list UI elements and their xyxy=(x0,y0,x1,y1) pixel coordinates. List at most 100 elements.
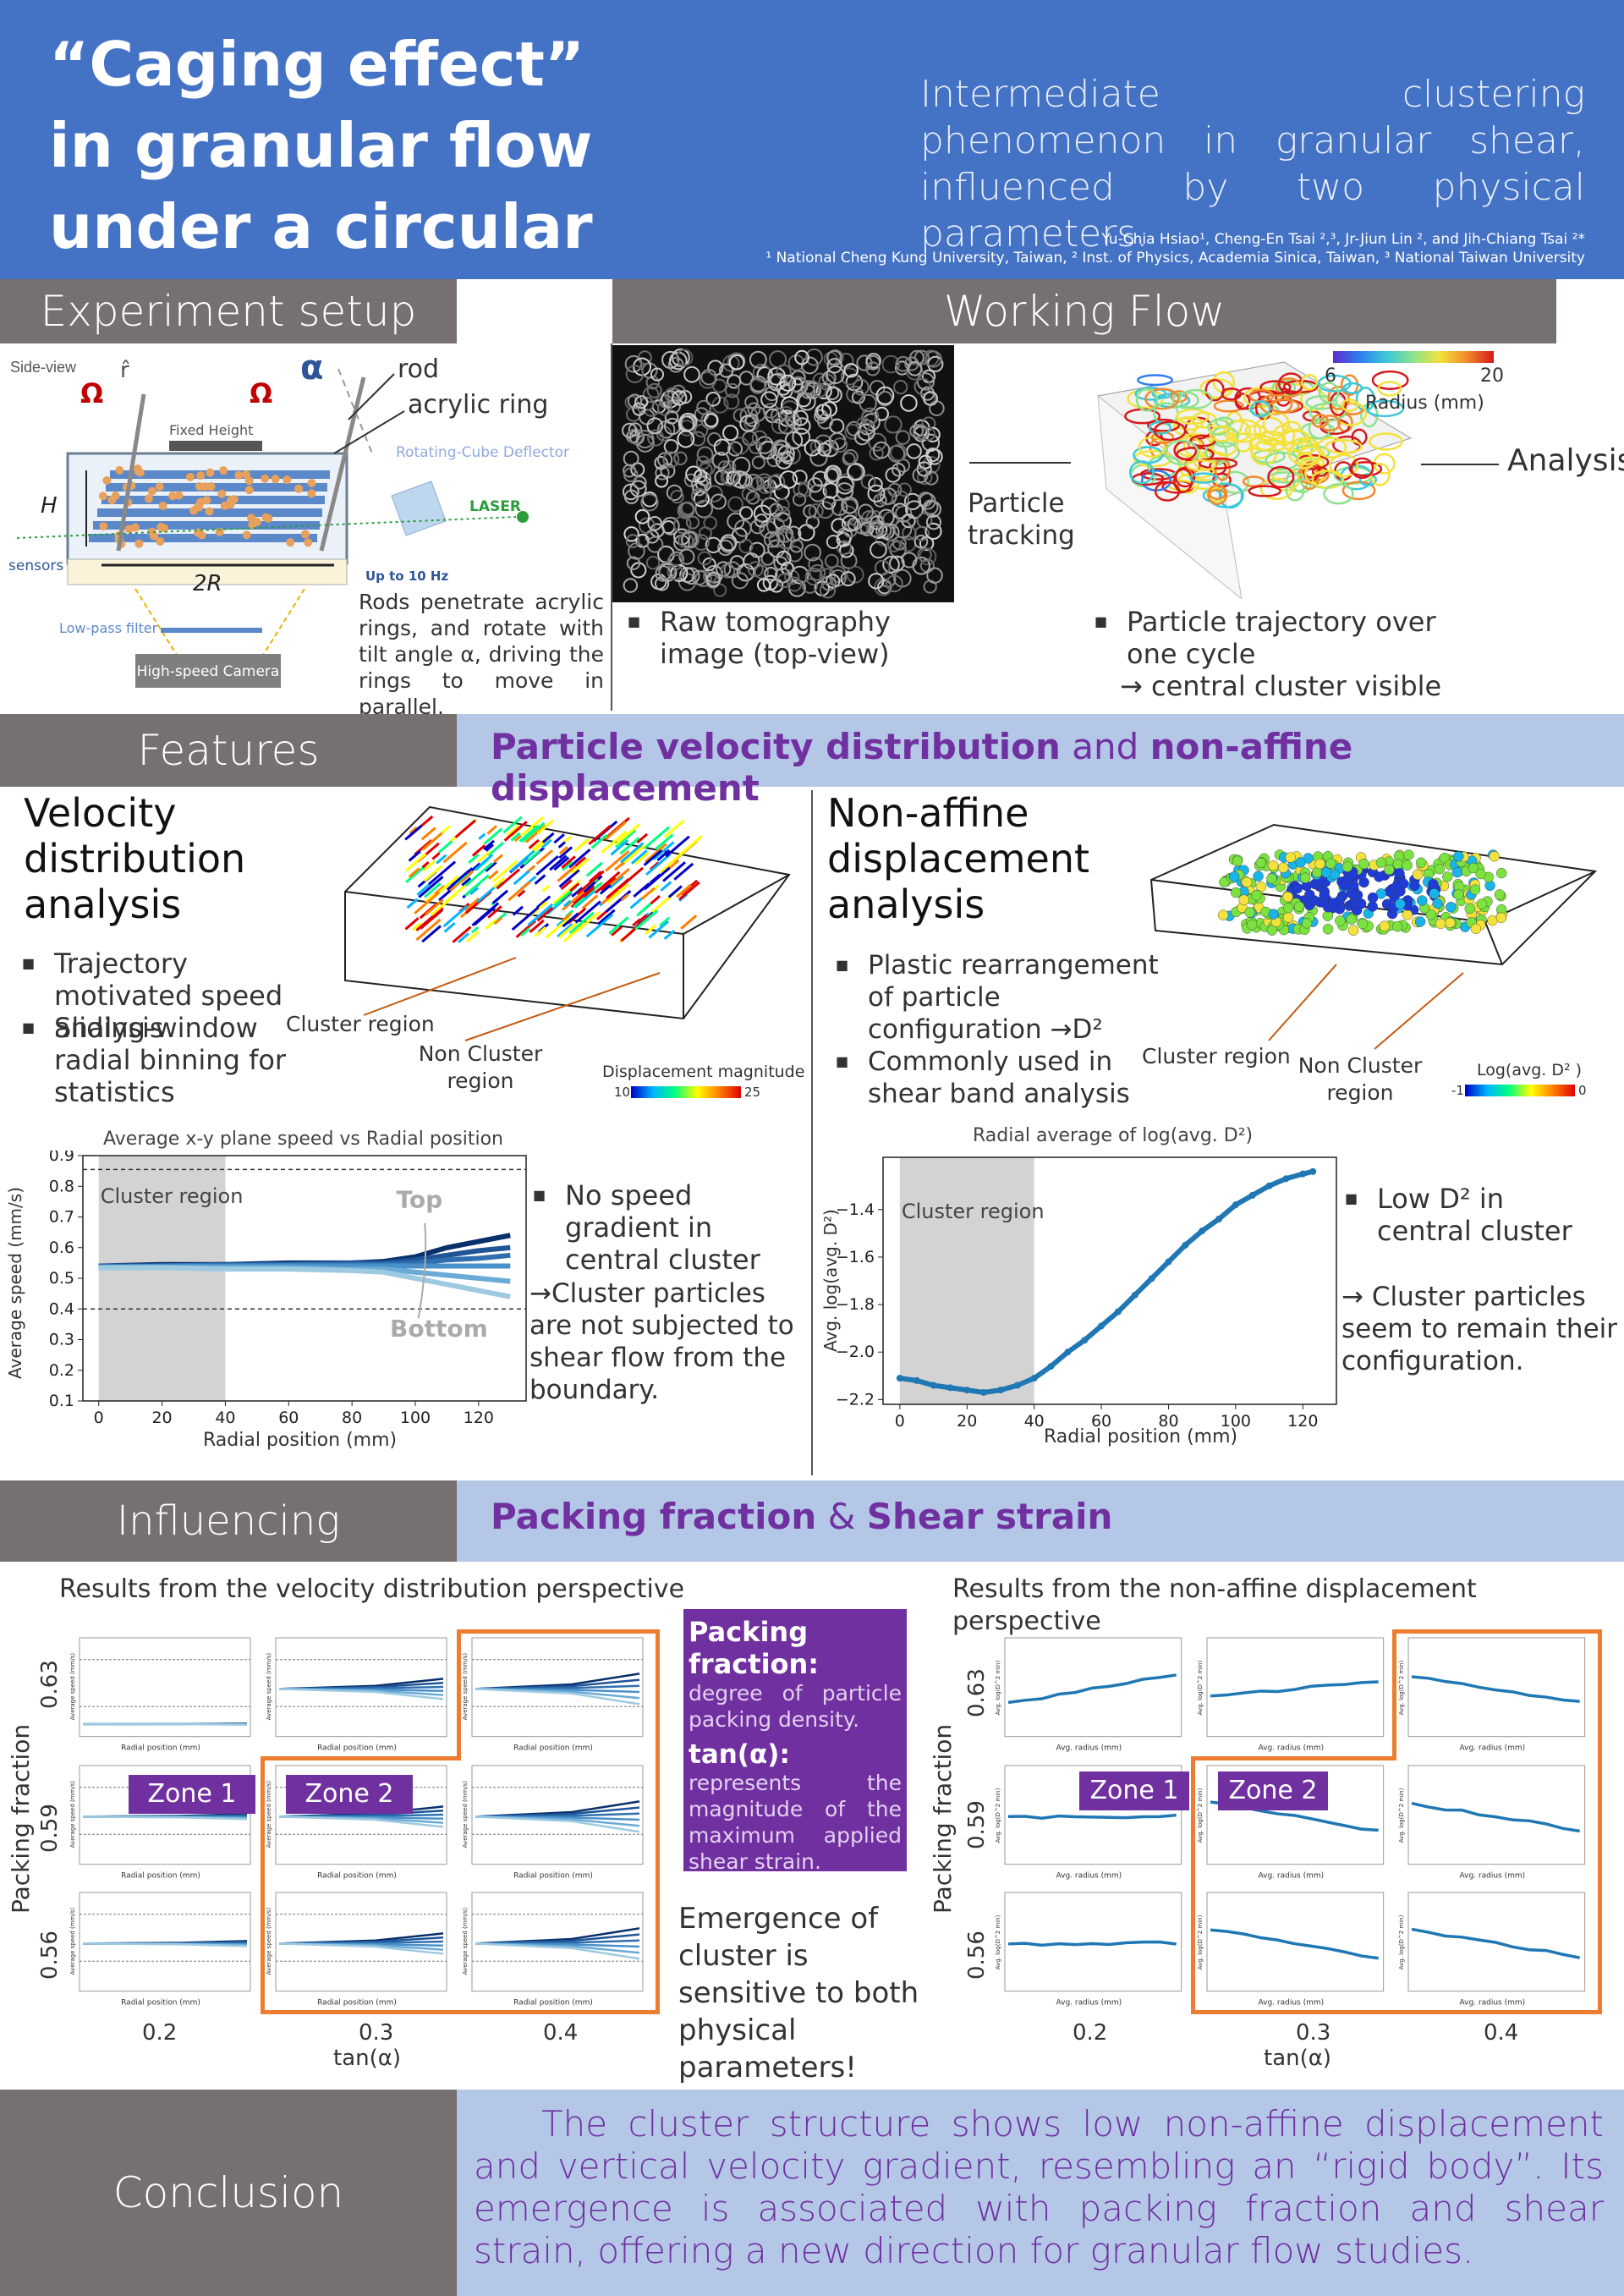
mini-xlabel: Avg. radius (mm) xyxy=(1258,1999,1324,2008)
x-tick-label: 0 xyxy=(895,1412,905,1431)
trajectory-caption: Particle trajectory over one cycle xyxy=(1095,606,1465,670)
mini-ylabel: Avg. log(D^2 min) xyxy=(995,1788,1001,1843)
d2-point xyxy=(1114,1308,1122,1316)
d2-axes xyxy=(882,1156,1337,1405)
mini-series xyxy=(1007,1673,1177,1705)
left-zone-divider xyxy=(261,1756,461,1760)
raw-caption: Raw tomography image (top-view) xyxy=(628,606,947,670)
d2-point xyxy=(1282,1175,1290,1183)
d2-point xyxy=(1299,1170,1307,1178)
divider xyxy=(611,343,612,711)
mini-xlabel: Avg. radius (mm) xyxy=(1460,1744,1526,1753)
d2-point xyxy=(1013,1381,1021,1389)
rod-left xyxy=(116,393,146,552)
title-line-1: “Caging effect” xyxy=(49,29,585,100)
right-xlabel: tan(α) xyxy=(1264,2046,1332,2071)
mini-plot: Radial position (mm) Average speed (mm/s) xyxy=(69,1637,251,1753)
left-zone2-border xyxy=(261,1756,660,2014)
mini-panel-r2-c0: Radial position (mm) Average speed (mm/s) xyxy=(68,1891,254,2008)
mini-series xyxy=(1412,1928,1581,1960)
y-tick-label: 0.3 xyxy=(49,1331,74,1349)
mini-axes xyxy=(1206,1637,1384,1738)
mini-series xyxy=(1411,1801,1581,1832)
x-tick-label: 100 xyxy=(1221,1412,1251,1431)
right-zone-2: Zone 2 xyxy=(1218,1771,1328,1810)
particles xyxy=(98,464,316,549)
conclusion-text: The cluster structure shows low non-affi… xyxy=(474,2103,1604,2271)
d2-point xyxy=(1182,1241,1189,1249)
mini-xlabel: Radial position (mm) xyxy=(513,1744,593,1753)
mini-xlabel: Avg. radius (mm) xyxy=(1460,1999,1526,2008)
y-tick-label: 0.9 xyxy=(49,1151,74,1165)
colorbar-min: 6 xyxy=(1325,365,1336,387)
x-tick-label: 60 xyxy=(1091,1412,1111,1431)
velocity-pointers xyxy=(363,957,661,1041)
right-results-title: Results from the non-affine displacement… xyxy=(952,1574,1477,1636)
r-hat-label: r̂ xyxy=(120,358,129,383)
d2-chart: Cluster region 0 20 40 60 80 100 120 −2.2 −2.0 −1.… xyxy=(836,1156,1337,1431)
velocity-non-cluster-label: Non Cluster region xyxy=(418,1041,543,1093)
mini-ylabel: Avg. log(D^2 min) xyxy=(1197,1788,1204,1843)
mini-panel-r2-c1: Avg. radius (mm) Avg. log(D^2 min) xyxy=(1195,1891,1387,2008)
mini-axes xyxy=(79,1637,251,1738)
mini-ylabel: Avg. log(D^2 min) xyxy=(1398,1788,1405,1843)
section-experiment-setup: Experiment setup xyxy=(0,279,457,343)
nonaffine-bullet-2: Commonly used in shear band analysis xyxy=(836,1046,1138,1110)
d2-chart-title: Radial average of log(avg. D²) xyxy=(973,1125,1254,1146)
velocity-heading: Velocity distribution analysis xyxy=(24,790,246,927)
d2-point xyxy=(930,1381,937,1389)
radius-colorbar xyxy=(1333,351,1494,363)
speed-chart-xlabel: Radial position (mm) xyxy=(203,1430,398,1451)
pf-title: Packing fraction: xyxy=(689,1616,820,1680)
d2-point xyxy=(1309,1167,1317,1175)
mini-series xyxy=(82,1815,248,1821)
base-plate xyxy=(67,558,348,585)
mini-xlabel: Avg. radius (mm) xyxy=(1258,1744,1324,1753)
right-col-04: 0.4 xyxy=(1484,2020,1519,2046)
left-col-04: 0.4 xyxy=(543,2020,579,2046)
left-zone-2: Zone 2 xyxy=(286,1775,413,1814)
y-tick-label: −1.4 xyxy=(836,1200,875,1219)
nonaffine-pointers xyxy=(1268,964,1464,1050)
speed-chart-title: Average x-y plane speed vs Radial positi… xyxy=(103,1129,503,1150)
left-row-063: 0.63 xyxy=(37,1660,63,1709)
displacement-cbar-label: Displacement magnitude xyxy=(602,1063,805,1081)
mini-xlabel: Radial position (mm) xyxy=(513,1871,593,1880)
right-zone-1: Zone 1 xyxy=(1079,1771,1189,1810)
left-zone-1: Zone 1 xyxy=(129,1775,255,1814)
y-tick-label: −2.2 xyxy=(836,1390,875,1409)
d2-chart-ylabel: Avg. log(avg. D²) xyxy=(820,1209,841,1352)
conclusion-band xyxy=(457,2090,1624,2296)
setup-caption: Rods penetrate acrylic rings, and rotate… xyxy=(359,590,604,719)
cbar-min: 10 xyxy=(614,1085,631,1100)
mini-axes xyxy=(1407,1637,1586,1738)
y-tick-label: −1.6 xyxy=(836,1248,875,1266)
mini-plot: Radial position (mm) Average speed (mm/s) xyxy=(462,1892,644,2008)
features-band xyxy=(457,714,1624,787)
mini-series xyxy=(278,1688,444,1700)
right-zone-divider xyxy=(1191,1756,1396,1760)
analysis-label: Analysis xyxy=(1507,443,1624,478)
mini-series xyxy=(1412,1675,1581,1703)
d2-point xyxy=(1081,1337,1089,1344)
d2-point xyxy=(1248,1191,1256,1199)
side-view-label: Side-view xyxy=(10,359,77,376)
title-line-2: in granular flow xyxy=(49,110,593,181)
mini-ylabel: Avg. log(D^2 min) xyxy=(1398,1660,1405,1715)
velocity-bullet-2: Sliding-window radial binning for statis… xyxy=(22,1012,291,1108)
x-tick-label: 100 xyxy=(400,1409,431,1427)
mini-plot: Avg. radius (mm) Avg. log(D^2 min) xyxy=(995,1892,1182,2008)
d2-point xyxy=(946,1384,954,1392)
mini-panel-r2-c1: Radial position (mm) Average speed (mm/s) xyxy=(264,1891,450,2008)
y-tick-label: 0.5 xyxy=(49,1269,74,1288)
left-col-03: 0.3 xyxy=(359,2020,394,2046)
velocity-3d-plot xyxy=(344,805,791,1020)
log-d2-colorbar xyxy=(1465,1085,1575,1096)
d2-point xyxy=(1148,1275,1155,1283)
low-pass-label: Low-pass filter xyxy=(59,620,158,636)
mini-panel-r1-c2: Avg. radius (mm) Avg. log(D^2 min) xyxy=(1396,1764,1588,1881)
mini-plot: Radial position (mm) Average speed (mm/s) xyxy=(266,1637,447,1753)
mini-plot: Radial position (mm) Average speed (mm/s) xyxy=(462,1765,644,1880)
y-tick-label: 0.8 xyxy=(49,1177,74,1195)
x-tick-label: 60 xyxy=(278,1409,299,1427)
